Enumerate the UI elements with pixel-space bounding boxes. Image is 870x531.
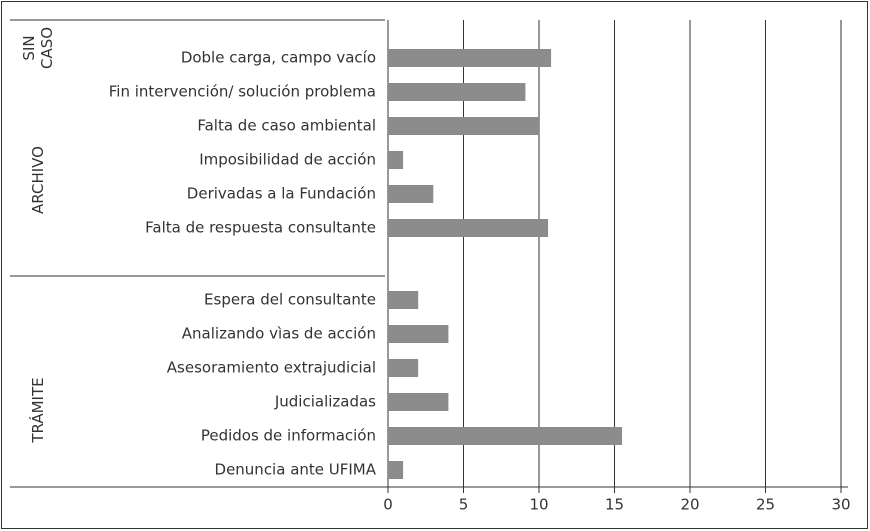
bar — [388, 291, 419, 309]
y-tick-label: Imposibilidad de acción — [199, 151, 376, 169]
y-tick-label: Denuncia ante UFIMA — [215, 461, 377, 479]
group-label: ARCHIVO — [29, 146, 47, 214]
y-tick-label: Falta de caso ambiental — [197, 117, 376, 135]
x-tick-label: 25 — [756, 496, 775, 514]
y-tick-label: Espera del consultante — [204, 291, 376, 309]
group-label: SINCASO — [20, 27, 56, 69]
bar — [388, 49, 552, 67]
group-label: TRÁMITE — [28, 377, 47, 443]
bar — [388, 359, 419, 377]
bar — [388, 393, 449, 411]
x-tick-label: 30 — [831, 496, 850, 514]
y-tick-label: Doble carga, campo vacío — [181, 49, 376, 67]
bar — [388, 185, 434, 203]
y-tick-label: Falta de respuesta consultante — [145, 219, 376, 237]
x-tick-label: 0 — [383, 496, 393, 514]
bar — [388, 219, 549, 237]
y-tick-label: Analizando vìas de acción — [182, 325, 376, 343]
y-tick-label: Derivadas a la Fundación — [187, 185, 376, 203]
group-label-line: TRÁMITE — [28, 377, 47, 443]
bar — [388, 151, 404, 169]
group-label-line: ARCHIVO — [29, 146, 47, 214]
x-tick-label: 10 — [529, 496, 548, 514]
x-tick-label: 5 — [459, 496, 469, 514]
y-tick-label: Fin intervención/ solución problema — [109, 83, 376, 101]
bar — [388, 83, 526, 101]
group-label-line: CASO — [38, 27, 56, 69]
y-tick-label: Asesoramiento extrajudicial — [167, 359, 376, 377]
bar — [388, 325, 449, 343]
bar — [388, 427, 623, 445]
y-tick-label: Pedidos de información — [201, 427, 376, 445]
bar — [388, 117, 539, 135]
x-tick-label: 15 — [605, 496, 624, 514]
group-label-line: SIN — [20, 35, 38, 60]
y-tick-label: Judicializadas — [274, 393, 376, 411]
bar — [388, 461, 404, 479]
x-tick-label: 20 — [680, 496, 699, 514]
